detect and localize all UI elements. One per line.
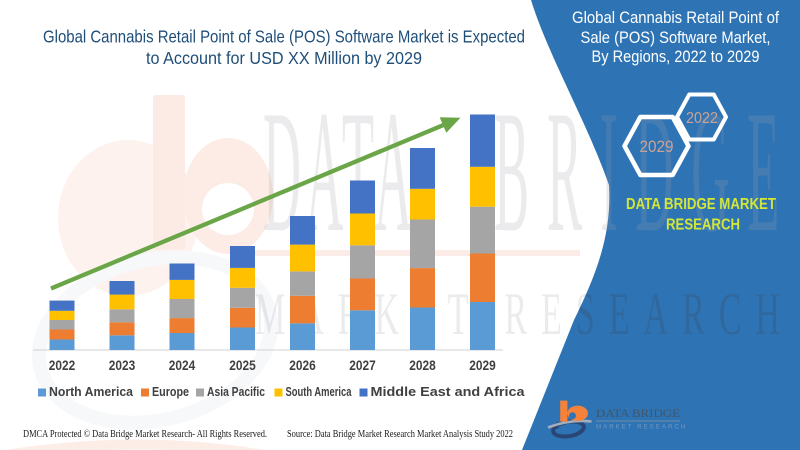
svg-text:2022: 2022 (49, 358, 76, 373)
svg-text:2025: 2025 (229, 358, 256, 373)
svg-text:North America: North America (49, 384, 134, 399)
svg-text:Europe: Europe (152, 384, 189, 399)
svg-text:DMCA Protected © Data Bridge M: DMCA Protected © Data Bridge Market Rese… (23, 429, 267, 440)
svg-text:2029: 2029 (469, 358, 496, 373)
svg-text:2029: 2029 (640, 137, 674, 156)
svg-text:DATA: DATA (263, 74, 417, 268)
svg-text:MARKET RESEARCH: MARKET RESEARCH (255, 280, 794, 348)
svg-text:2028: 2028 (409, 358, 436, 373)
svg-text:MARKET RESEARCH: MARKET RESEARCH (596, 425, 687, 431)
svg-text:2023: 2023 (109, 358, 136, 373)
svg-text:Asia Pacific: Asia Pacific (207, 384, 265, 399)
svg-text:DATA BRIDGE: DATA BRIDGE (596, 406, 680, 420)
svg-text:South America: South America (286, 384, 353, 399)
svg-text:2026: 2026 (289, 358, 316, 373)
svg-text:Source: Data Bridge Market Res: Source: Data Bridge Market Research Mark… (287, 429, 513, 440)
svg-text:Sale (POS) Software Market,: Sale (POS) Software Market, (581, 29, 771, 47)
svg-text:DATA BRIDGE MARKET: DATA BRIDGE MARKET (626, 196, 776, 213)
svg-text:RESEARCH: RESEARCH (666, 217, 740, 234)
svg-text:2024: 2024 (169, 358, 196, 373)
svg-text:2022: 2022 (686, 110, 718, 127)
svg-text:Global Cannabis Retail Point o: Global Cannabis Retail Point of (572, 9, 779, 27)
svg-text:to Account for USD XX Million: to Account for USD XX Million by 2029 (146, 48, 422, 68)
svg-text:Global Cannabis Retail Point o: Global Cannabis Retail Point of Sale (PO… (43, 27, 525, 47)
svg-text:Middle East and Africa: Middle East and Africa (371, 384, 526, 399)
svg-text:2027: 2027 (349, 358, 376, 373)
svg-text:By Regions, 2022 to 2029: By Regions, 2022 to 2029 (592, 48, 760, 66)
